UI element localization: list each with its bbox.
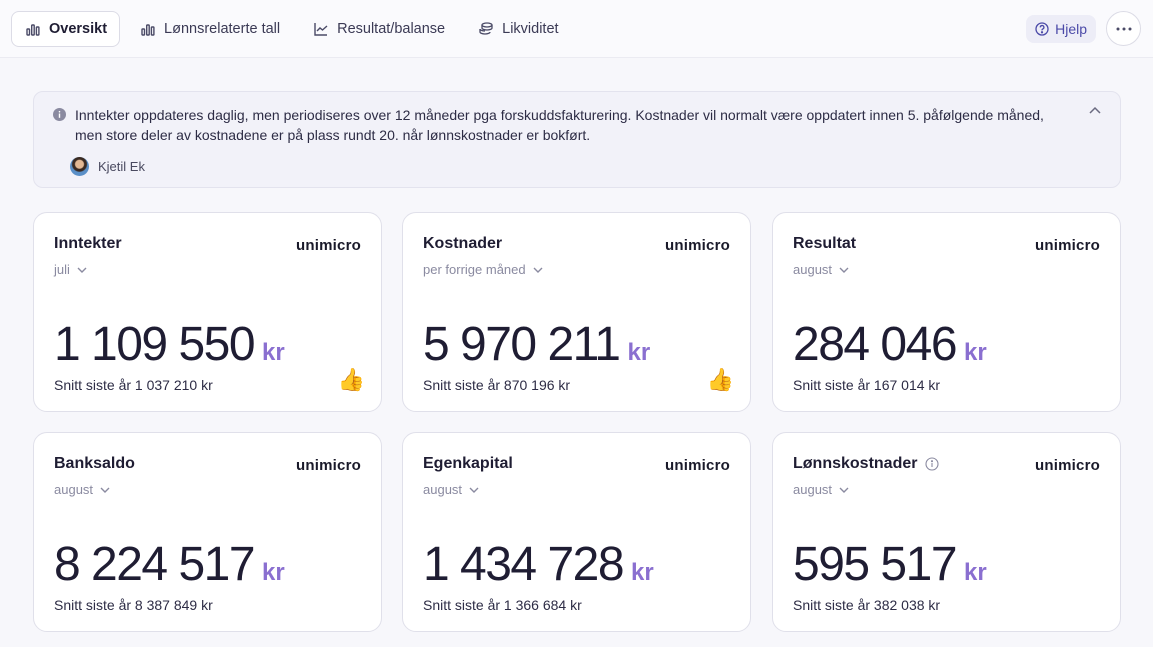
info-text: Inntekter oppdateres daglig, men periodi… [75,107,1044,143]
value-unit: kr [627,339,651,366]
metric-value: 595 517 kr [793,537,987,592]
average-text: Snitt siste år 382 038 kr [793,597,941,613]
tab-label: Lønnsrelaterte tall [164,20,281,37]
card-inntekter: Inntekter unimicro juli 1 109 550 kr Sni… [33,212,382,412]
coins-icon [479,21,493,35]
period-dropdown[interactable]: juli [54,262,88,277]
chevron-down-icon [533,267,543,273]
card-title: Banksaldo [54,455,135,472]
unimicro-logo: unimicro [1035,237,1100,254]
value-unit: kr [262,339,285,366]
author: Kjetil Ek [70,157,1102,176]
value-number: 284 046 [793,318,958,371]
period-dropdown[interactable]: august [54,482,111,497]
tab-likviditet[interactable]: Likviditet [464,11,571,47]
info-icon[interactable] [925,457,940,471]
card-title: Lønnskostnader [793,455,918,472]
value-unit: kr [964,339,987,366]
average-text: Snitt siste år 1 037 210 kr [54,377,213,393]
chevron-up-icon[interactable] [1088,106,1102,116]
unimicro-logo: unimicro [665,237,730,254]
metric-value: 284 046 kr [793,317,987,372]
card-title-row: Lønnskostnader [793,455,1100,473]
metric-value: 8 224 517 kr [54,537,285,592]
average-text: Snitt siste år 870 196 kr [423,377,571,393]
period-label: august [793,482,833,497]
metric-value: 5 970 211 kr [423,317,650,372]
tab-oversikt[interactable]: Oversikt [11,10,121,47]
tab-label: Oversikt [49,20,108,37]
chevron-down-icon [100,487,110,493]
more-horizontal-icon [1116,27,1131,30]
value-number: 595 517 [793,538,958,591]
card-title: Inntekter [54,235,122,252]
tab-label: Resultat/balanse [337,20,446,37]
thumbs-up-icon: 👍 [337,367,365,392]
period-dropdown[interactable]: august [793,482,850,497]
help-circle-icon [1035,21,1049,36]
period-label: august [423,482,463,497]
period-label: august [793,262,833,277]
period-dropdown[interactable]: august [793,262,850,277]
value-number: 8 224 517 [54,538,256,591]
value-unit: kr [262,559,285,586]
card-title: Egenkapital [423,455,513,472]
bar-chart-icon [26,23,40,36]
info-icon [53,108,66,121]
value-unit: kr [964,559,987,586]
card-title: Kostnader [423,235,503,252]
chevron-down-icon [469,487,479,493]
tab-label: Likviditet [502,20,559,37]
unimicro-logo: unimicro [296,457,361,474]
average-text: Snitt siste år 167 014 kr [793,377,941,393]
period-label: august [54,482,94,497]
card-banksaldo: Banksaldo unimicro august 8 224 517 kr S… [33,432,382,632]
period-dropdown[interactable]: per forrige måned [423,262,544,277]
period-dropdown[interactable]: august [423,482,480,497]
metric-value: 1 109 550 kr [54,317,285,372]
tab-resultat-balanse[interactable]: Resultat/balanse [299,11,458,47]
author-name: Kjetil Ek [98,159,145,174]
tab-bar: Oversikt Lønnsrelaterte tall Resultat/ba… [11,10,572,47]
chevron-down-icon [839,487,849,493]
card-title: Resultat [793,235,857,252]
thumbs-up-icon: 👍 [706,367,734,392]
info-banner: Inntekter oppdateres daglig, men periodi… [33,91,1121,188]
chevron-down-icon [839,267,849,273]
unimicro-logo: unimicro [665,457,730,474]
average-text: Snitt siste år 1 366 684 kr [423,597,582,613]
value-number: 5 970 211 [423,318,621,371]
more-options-button[interactable] [1106,11,1141,46]
metric-value: 1 434 728 kr [423,537,654,592]
bar-chart-icon [141,23,155,36]
value-unit: kr [631,559,654,586]
chevron-down-icon [77,267,87,273]
avatar [70,157,89,176]
period-label: juli [54,262,70,277]
card-lonnskostnader: Lønnskostnader unimicro august 595 517 k… [772,432,1121,632]
unimicro-logo: unimicro [1035,457,1100,474]
unimicro-logo: unimicro [296,237,361,254]
period-label: per forrige måned [423,262,526,277]
value-number: 1 109 550 [54,318,256,371]
help-button[interactable]: Hjelp [1026,14,1096,43]
tab-lonnsrelaterte-tall[interactable]: Lønnsrelaterte tall [126,11,293,47]
card-egenkapital: Egenkapital unimicro august 1 434 728 kr… [402,432,751,632]
value-number: 1 434 728 [423,538,625,591]
line-chart-icon [314,22,328,36]
card-resultat: Resultat unimicro august 284 046 kr Snit… [772,212,1121,412]
card-kostnader: Kostnader unimicro per forrige måned 5 9… [402,212,751,412]
top-navigation: Oversikt Lønnsrelaterte tall Resultat/ba… [0,0,1153,58]
average-text: Snitt siste år 8 387 849 kr [54,597,213,613]
help-label: Hjelp [1055,20,1087,37]
